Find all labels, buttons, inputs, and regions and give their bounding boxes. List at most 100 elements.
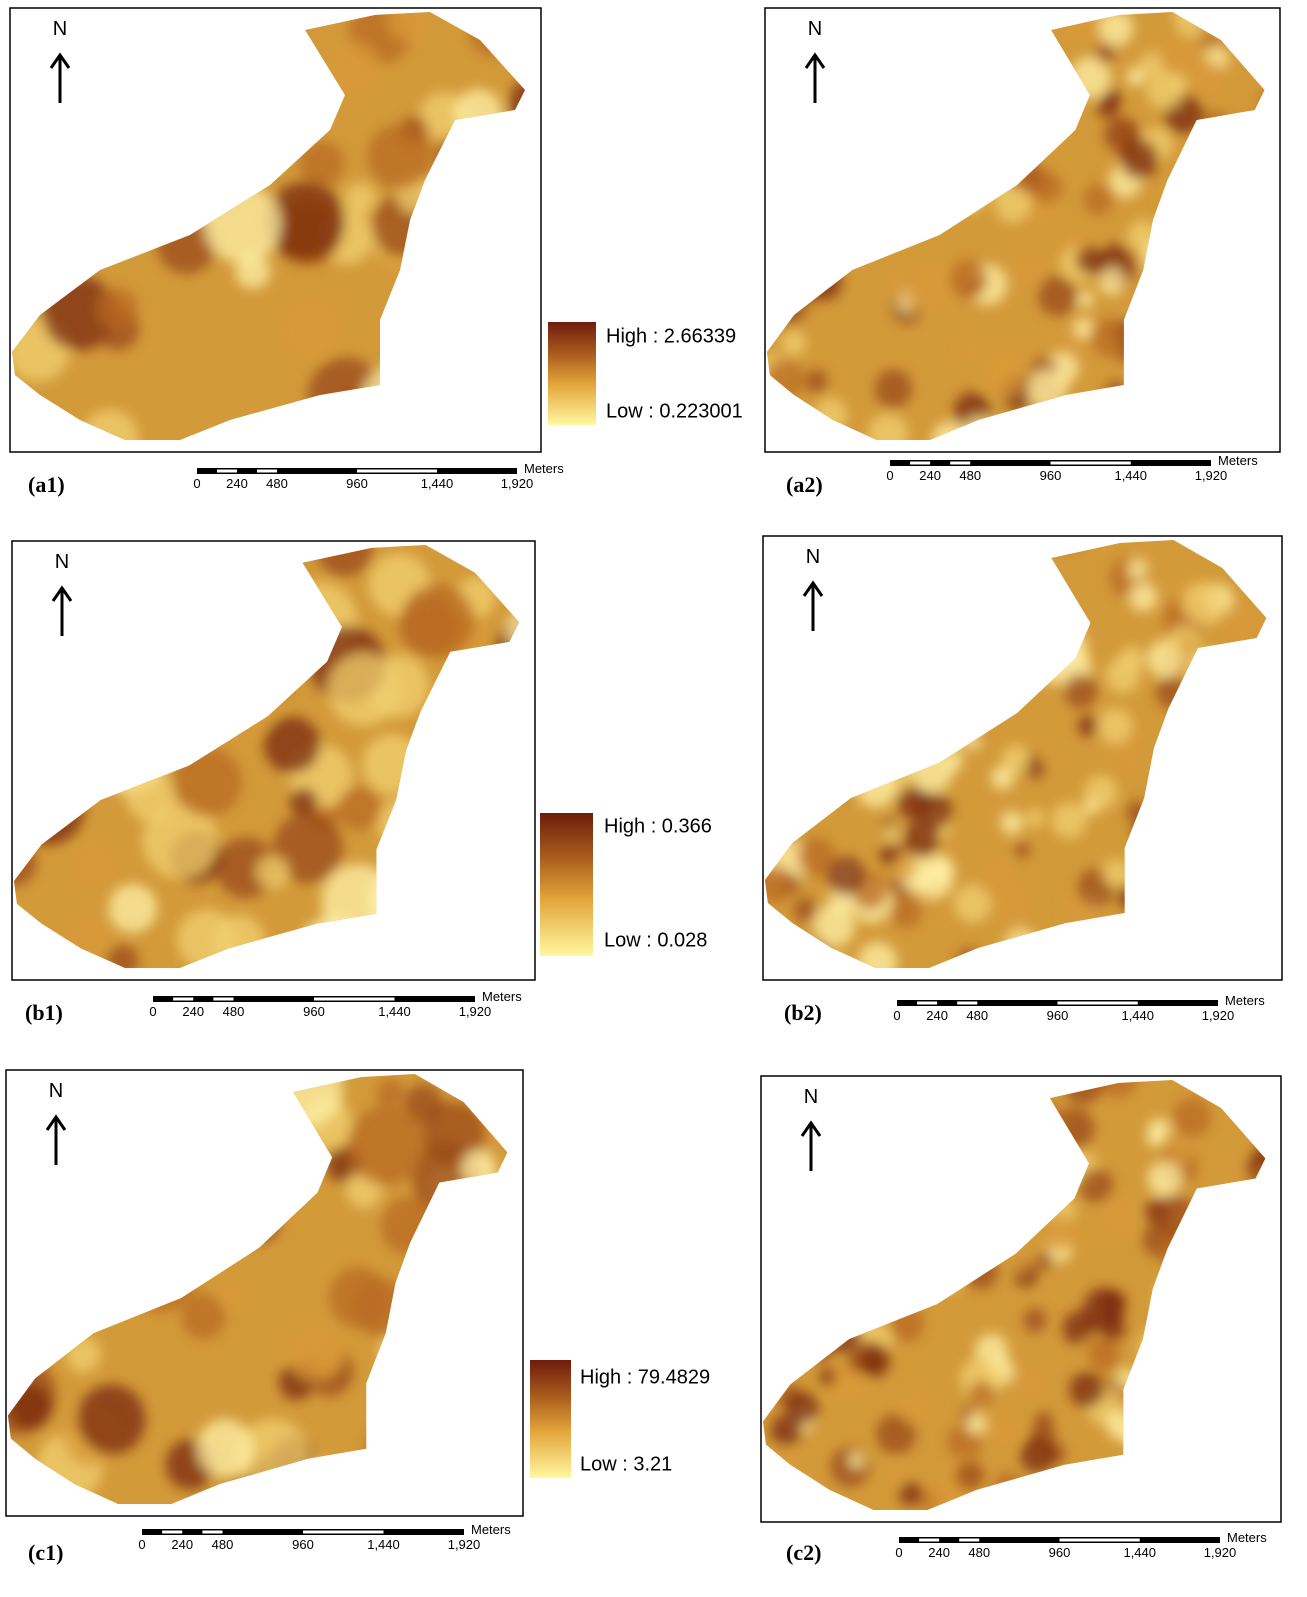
blotch xyxy=(893,855,917,879)
scale-tick-label: 1,920 xyxy=(1195,468,1228,483)
blotch xyxy=(949,260,987,300)
panel-label: (c2) xyxy=(786,1540,821,1565)
scale-bar-segment xyxy=(1060,1539,1140,1542)
blotch xyxy=(886,1461,910,1486)
scale-tick-label: 480 xyxy=(266,476,288,491)
blotch xyxy=(290,788,318,816)
scale-tick-label: 240 xyxy=(182,1004,204,1019)
scale-bar-segment xyxy=(910,462,930,465)
blotch xyxy=(757,866,794,904)
north-label: N xyxy=(808,18,822,40)
scale-unit: Meters xyxy=(524,461,564,476)
blotch xyxy=(337,786,381,830)
scale-tick-label: 1,920 xyxy=(1204,1545,1237,1560)
blotch xyxy=(1095,43,1115,64)
scale-unit: Meters xyxy=(482,989,522,1004)
legend-ramp xyxy=(540,813,593,956)
blotch xyxy=(288,1325,343,1382)
scale-tick-label: 240 xyxy=(919,468,941,483)
map-panel: N(c1)High : 79.4829Low : 3.2102404809601… xyxy=(0,1050,710,1565)
blotch xyxy=(793,898,817,922)
blotch xyxy=(1051,802,1087,838)
blotch xyxy=(1097,708,1132,744)
scale-bar-segment xyxy=(950,462,970,465)
scale-bar-segment xyxy=(919,1539,939,1542)
scale-tick-label: 1,440 xyxy=(367,1537,400,1552)
north-label: N xyxy=(55,551,69,573)
scale-bar-segment xyxy=(202,1531,222,1534)
blotch xyxy=(906,293,924,311)
scale-bar-segment xyxy=(162,1531,182,1534)
blotch xyxy=(988,1417,1021,1451)
blotch xyxy=(1099,268,1126,296)
blotch xyxy=(215,1280,243,1309)
blotch xyxy=(401,584,475,658)
blotch xyxy=(1016,1370,1045,1399)
panel-label: (a1) xyxy=(28,472,65,497)
scale-tick-label: 1,920 xyxy=(501,476,534,491)
blotch xyxy=(966,1413,987,1435)
blotch xyxy=(264,717,320,774)
scale-tick-label: 0 xyxy=(138,1537,145,1552)
blotch xyxy=(995,884,1032,921)
blotch xyxy=(1087,1338,1119,1371)
scale-tick-label: 480 xyxy=(212,1537,234,1552)
blotch xyxy=(1078,291,1094,308)
blotch xyxy=(1147,1161,1182,1197)
blotch xyxy=(981,800,997,816)
blotch xyxy=(890,895,922,928)
scale-tick-label: 960 xyxy=(346,476,368,491)
blotch xyxy=(1090,318,1128,357)
blotch xyxy=(1020,1437,1056,1474)
blotch xyxy=(1119,1224,1136,1241)
map-panel: N(a2)02404809601,4401,920Meters xyxy=(752,0,1293,497)
north-label: N xyxy=(806,546,820,568)
blotch xyxy=(1183,582,1226,626)
blotch xyxy=(376,1079,404,1108)
blotch xyxy=(1084,775,1118,809)
legend-ramp xyxy=(530,1360,571,1478)
scale-tick-label: 480 xyxy=(959,468,981,483)
blotch xyxy=(781,330,806,356)
scale-bar-segment xyxy=(257,470,277,473)
blotch xyxy=(1074,318,1094,338)
legend-high: High : 79.4829 xyxy=(580,1366,710,1388)
blotch xyxy=(959,336,984,362)
blotch xyxy=(1014,842,1030,858)
blotch xyxy=(1078,715,1099,736)
blotch xyxy=(884,267,909,293)
blotch xyxy=(109,884,158,933)
blotch xyxy=(1127,558,1148,580)
scale-tick-label: 240 xyxy=(926,1008,948,1023)
blotch xyxy=(1069,1371,1104,1407)
scale-tick-label: 960 xyxy=(292,1537,314,1552)
scale-tick-label: 960 xyxy=(1040,468,1062,483)
scale-tick-label: 0 xyxy=(895,1545,902,1560)
scale-tick-label: 0 xyxy=(893,1008,900,1023)
scale-tick-label: 960 xyxy=(303,1004,325,1019)
panel-label: (b2) xyxy=(784,1000,822,1025)
blotch xyxy=(1105,89,1121,105)
blotch xyxy=(897,1389,931,1424)
blotch xyxy=(860,1345,892,1377)
scale-tick-label: 480 xyxy=(968,1545,990,1560)
scale-tick-label: 960 xyxy=(1049,1545,1071,1560)
scale-bar-segment xyxy=(173,998,193,1001)
blotch xyxy=(1126,67,1145,87)
blotch xyxy=(1026,808,1045,827)
legend-low: Low : 3.21 xyxy=(580,1453,672,1475)
blotch xyxy=(1146,71,1184,110)
scale-tick-label: 240 xyxy=(226,476,248,491)
scale-bar-segment xyxy=(1051,462,1131,465)
scale-bar-segment xyxy=(357,470,437,473)
blotch xyxy=(1083,184,1113,215)
blotch xyxy=(348,1106,425,1185)
scale-bar-segment xyxy=(957,1002,977,1005)
blotch xyxy=(73,843,117,887)
scale-unit: Meters xyxy=(1225,993,1265,1008)
blotch xyxy=(805,369,828,393)
blotch xyxy=(1147,1118,1170,1142)
blotch xyxy=(1037,748,1056,767)
